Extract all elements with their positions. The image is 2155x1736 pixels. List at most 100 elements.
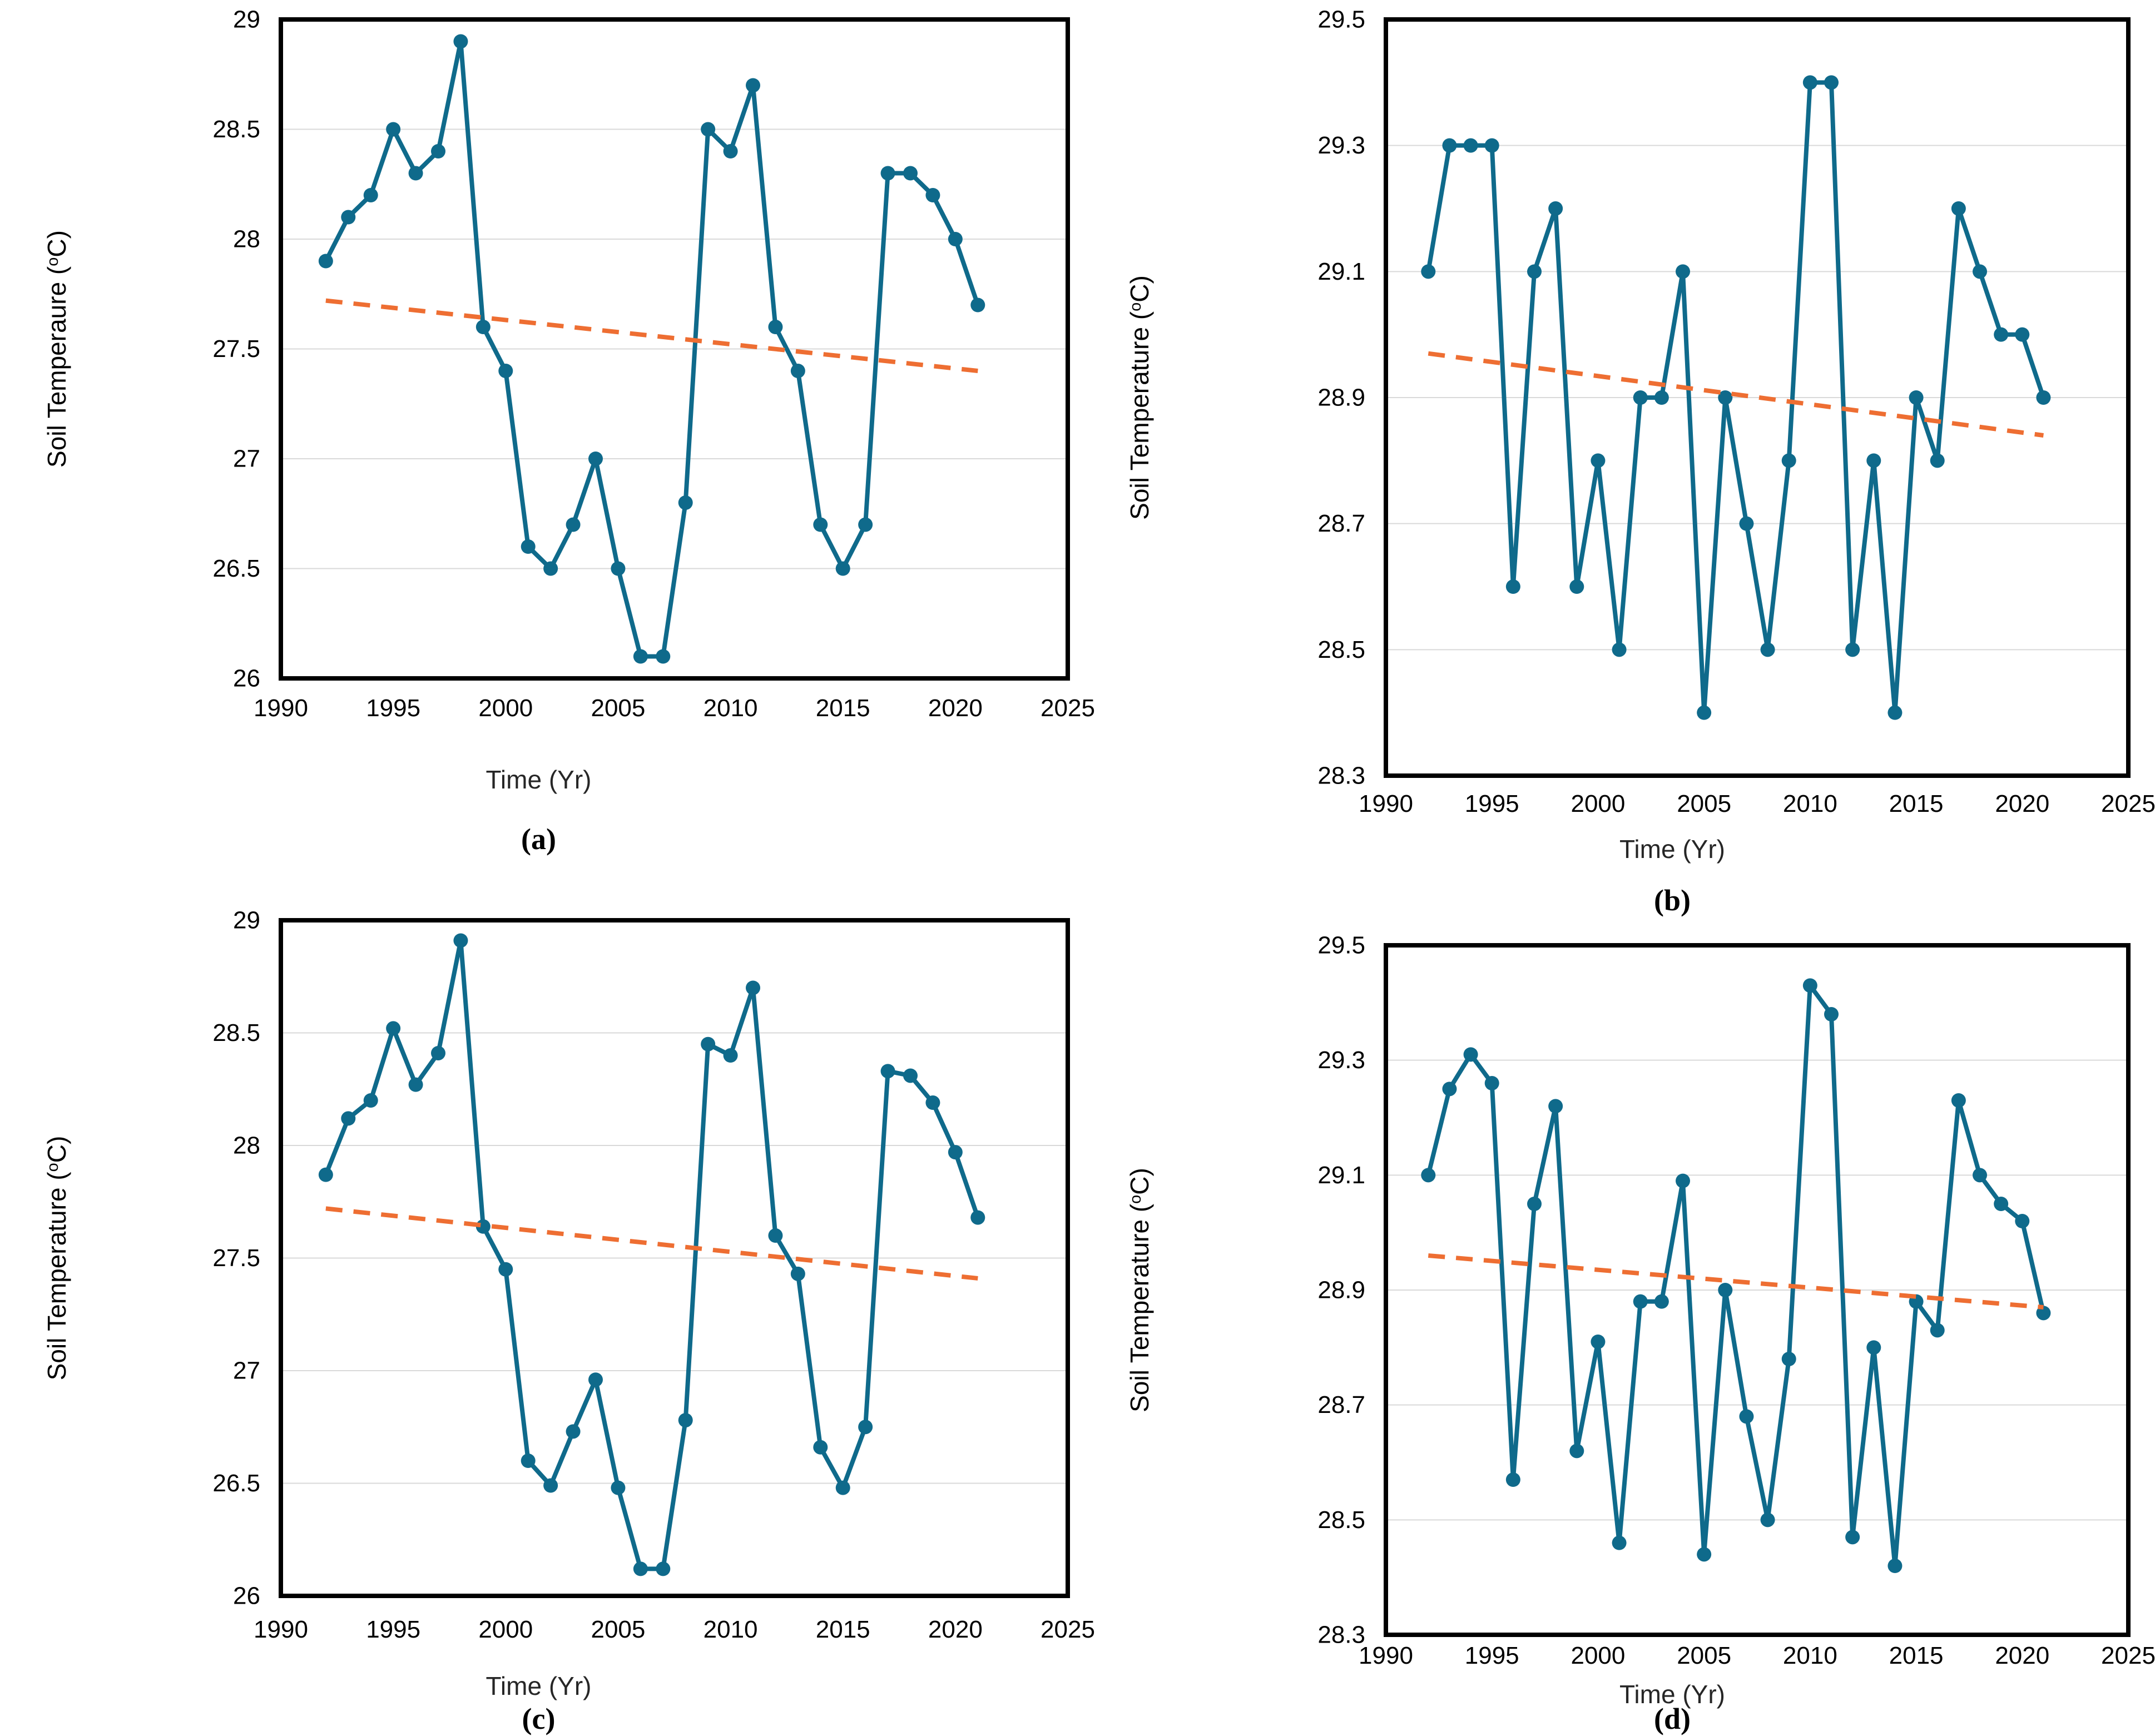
svg-text:27: 27 (233, 1357, 260, 1385)
svg-text:28.5: 28.5 (212, 1019, 260, 1046)
x-tick-labels: 1990 1995 2000 2005 2010 2015 2020 2025 (1359, 1642, 2155, 1669)
svg-text:26: 26 (233, 665, 260, 692)
y-axis-title: Soil Temperature (oC) (1125, 1168, 1154, 1412)
svg-text:2010: 2010 (1783, 1642, 1837, 1669)
svg-text:1995: 1995 (366, 695, 420, 722)
plot-border (279, 17, 1070, 681)
y-tick-labels: 26 26.5 27 27.5 28 28.5 29 (212, 907, 260, 1610)
svg-text:2025: 2025 (2101, 1642, 2155, 1669)
svg-text:2025: 2025 (1041, 1616, 1095, 1643)
panel-d: 28.3 28.5 28.7 28.9 29.1 29.3 29.5 1990 1995 2000… (1077, 867, 2155, 1736)
svg-text:27.5: 27.5 (212, 335, 260, 363)
svg-text:2015: 2015 (1889, 1642, 1944, 1669)
x-axis-title: Time (Yr) (486, 765, 592, 794)
y-axis-title: Soil Temperaure (oC) (42, 230, 71, 468)
svg-text:2025: 2025 (2101, 790, 2155, 817)
y-axis-title: Soil Temperature (oC) (42, 1136, 71, 1381)
chart-d-plot: 28.3 28.5 28.7 28.9 29.1 29.3 29.5 1990 1995 2000… (1125, 932, 2155, 1670)
svg-text:28.3: 28.3 (1317, 1621, 1365, 1649)
svg-text:28: 28 (233, 226, 260, 253)
y-gridlines (1386, 1059, 2128, 1521)
svg-text:28.5: 28.5 (1317, 636, 1365, 663)
x-axis-title: Time (Yr) (1619, 1680, 1725, 1709)
svg-text:2015: 2015 (816, 1616, 870, 1643)
svg-text:29.1: 29.1 (1317, 1162, 1365, 1189)
svg-text:2020: 2020 (1995, 790, 2049, 817)
x-tick-labels: 1990 1995 2000 2005 2010 2015 2020 2025 (254, 695, 1095, 722)
svg-text:1990: 1990 (254, 1616, 308, 1643)
svg-text:2020: 2020 (928, 695, 983, 722)
y-tick-labels: 28.3 28.5 28.7 28.9 29.1 29.3 29.5 (1317, 932, 1365, 1649)
svg-text:2005: 2005 (591, 695, 645, 722)
panel-label-b: (b) (1654, 884, 1691, 917)
x-axis-title: Time (Yr) (1619, 835, 1725, 864)
svg-text:2005: 2005 (1677, 790, 1731, 817)
svg-text:29: 29 (233, 907, 260, 934)
svg-text:2010: 2010 (704, 695, 758, 722)
svg-text:1995: 1995 (1465, 790, 1519, 817)
y-tick-labels: 28.3 28.5 28.7 28.9 29.1 29.3 29.5 (1317, 6, 1365, 790)
svg-text:29.5: 29.5 (1317, 6, 1365, 33)
panel-label-a: (a) (521, 822, 556, 856)
svg-text:Soil Temperature (oC): Soil Temperature (oC) (42, 1136, 71, 1381)
series-soil-temperature (318, 34, 985, 664)
svg-text:2000: 2000 (1571, 790, 1625, 817)
x-axis-title: Time (Yr) (486, 1671, 592, 1700)
svg-text:2005: 2005 (591, 1616, 645, 1643)
y-gridlines (281, 128, 1068, 569)
svg-text:Soil Temperature (oC): Soil Temperature (oC) (1125, 275, 1154, 520)
svg-text:28.3: 28.3 (1317, 762, 1365, 790)
series-soil-temperature (1421, 75, 2051, 720)
plot-border (1384, 17, 2131, 778)
svg-text:28.5: 28.5 (1317, 1506, 1365, 1534)
y-gridlines (1386, 145, 2128, 651)
svg-text:26: 26 (233, 1583, 260, 1610)
panel-label-d: (d) (1654, 1702, 1691, 1735)
svg-text:1990: 1990 (1359, 1642, 1413, 1669)
svg-text:2020: 2020 (1995, 1642, 2049, 1669)
panel-label-c: (c) (522, 1702, 556, 1735)
svg-text:28: 28 (233, 1132, 260, 1159)
svg-text:Soil Temperaure (oC): Soil Temperaure (oC) (42, 230, 71, 468)
series-soil-temperature (318, 933, 985, 1576)
chart-c-plot: 26 26.5 27 27.5 28 28.5 29 1990 1995 2000 2005 2010… (42, 907, 1095, 1644)
svg-text:2010: 2010 (1783, 790, 1837, 817)
svg-text:2000: 2000 (478, 1616, 533, 1643)
panel-a: 26 26.5 27 27.5 28 28.5 29 1990 1995 2000 2005 2010… (0, 0, 1095, 867)
svg-text:28.7: 28.7 (1317, 1391, 1365, 1418)
svg-text:2000: 2000 (1571, 1642, 1625, 1669)
svg-text:29.3: 29.3 (1317, 132, 1365, 159)
y-axis-title: Soil Temperature (oC) (1125, 275, 1154, 520)
svg-text:28.7: 28.7 (1317, 510, 1365, 537)
plot-border (1384, 943, 2131, 1637)
svg-text:29: 29 (233, 6, 260, 33)
svg-text:29.5: 29.5 (1317, 932, 1365, 959)
svg-text:26.5: 26.5 (212, 555, 260, 582)
y-gridlines (281, 1032, 1068, 1484)
x-tick-labels: 1990 1995 2000 2005 2010 2015 2020 2025 (254, 1616, 1095, 1643)
panel-c: 26 26.5 27 27.5 28 28.5 29 1990 1995 2000 2005 2010… (0, 867, 1095, 1736)
series-linear-trend (1428, 351, 2044, 438)
svg-text:1990: 1990 (1359, 790, 1413, 817)
svg-text:28.9: 28.9 (1317, 1277, 1365, 1304)
svg-text:2000: 2000 (478, 695, 533, 722)
svg-text:2020: 2020 (928, 1616, 983, 1643)
panel-b: 28.3 28.5 28.7 28.9 29.1 29.3 29.5 1990 1995 2000… (1077, 0, 2155, 917)
svg-text:28.9: 28.9 (1317, 384, 1365, 411)
chart-a-plot: 26 26.5 27 27.5 28 28.5 29 1990 1995 2000 2005 2010… (42, 6, 1095, 722)
svg-text:2025: 2025 (1041, 695, 1095, 722)
svg-text:2005: 2005 (1677, 1642, 1731, 1669)
svg-text:2015: 2015 (1889, 790, 1944, 817)
svg-text:29.3: 29.3 (1317, 1046, 1365, 1074)
series-linear-trend (1428, 1253, 2044, 1310)
svg-text:27.5: 27.5 (212, 1244, 260, 1272)
y-tick-labels: 26 26.5 27 27.5 28 28.5 29 (212, 6, 260, 692)
svg-text:27: 27 (233, 445, 260, 473)
svg-text:Soil Temperature (oC): Soil Temperature (oC) (1125, 1168, 1154, 1412)
svg-text:26.5: 26.5 (212, 1470, 260, 1497)
x-tick-labels: 1990 1995 2000 2005 2010 2015 2020 2025 (1359, 790, 2155, 817)
svg-text:29.1: 29.1 (1317, 258, 1365, 285)
svg-text:2010: 2010 (704, 1616, 758, 1643)
chart-b-plot: 28.3 28.5 28.7 28.9 29.1 29.3 29.5 1990 1995 2000… (1125, 6, 2155, 818)
